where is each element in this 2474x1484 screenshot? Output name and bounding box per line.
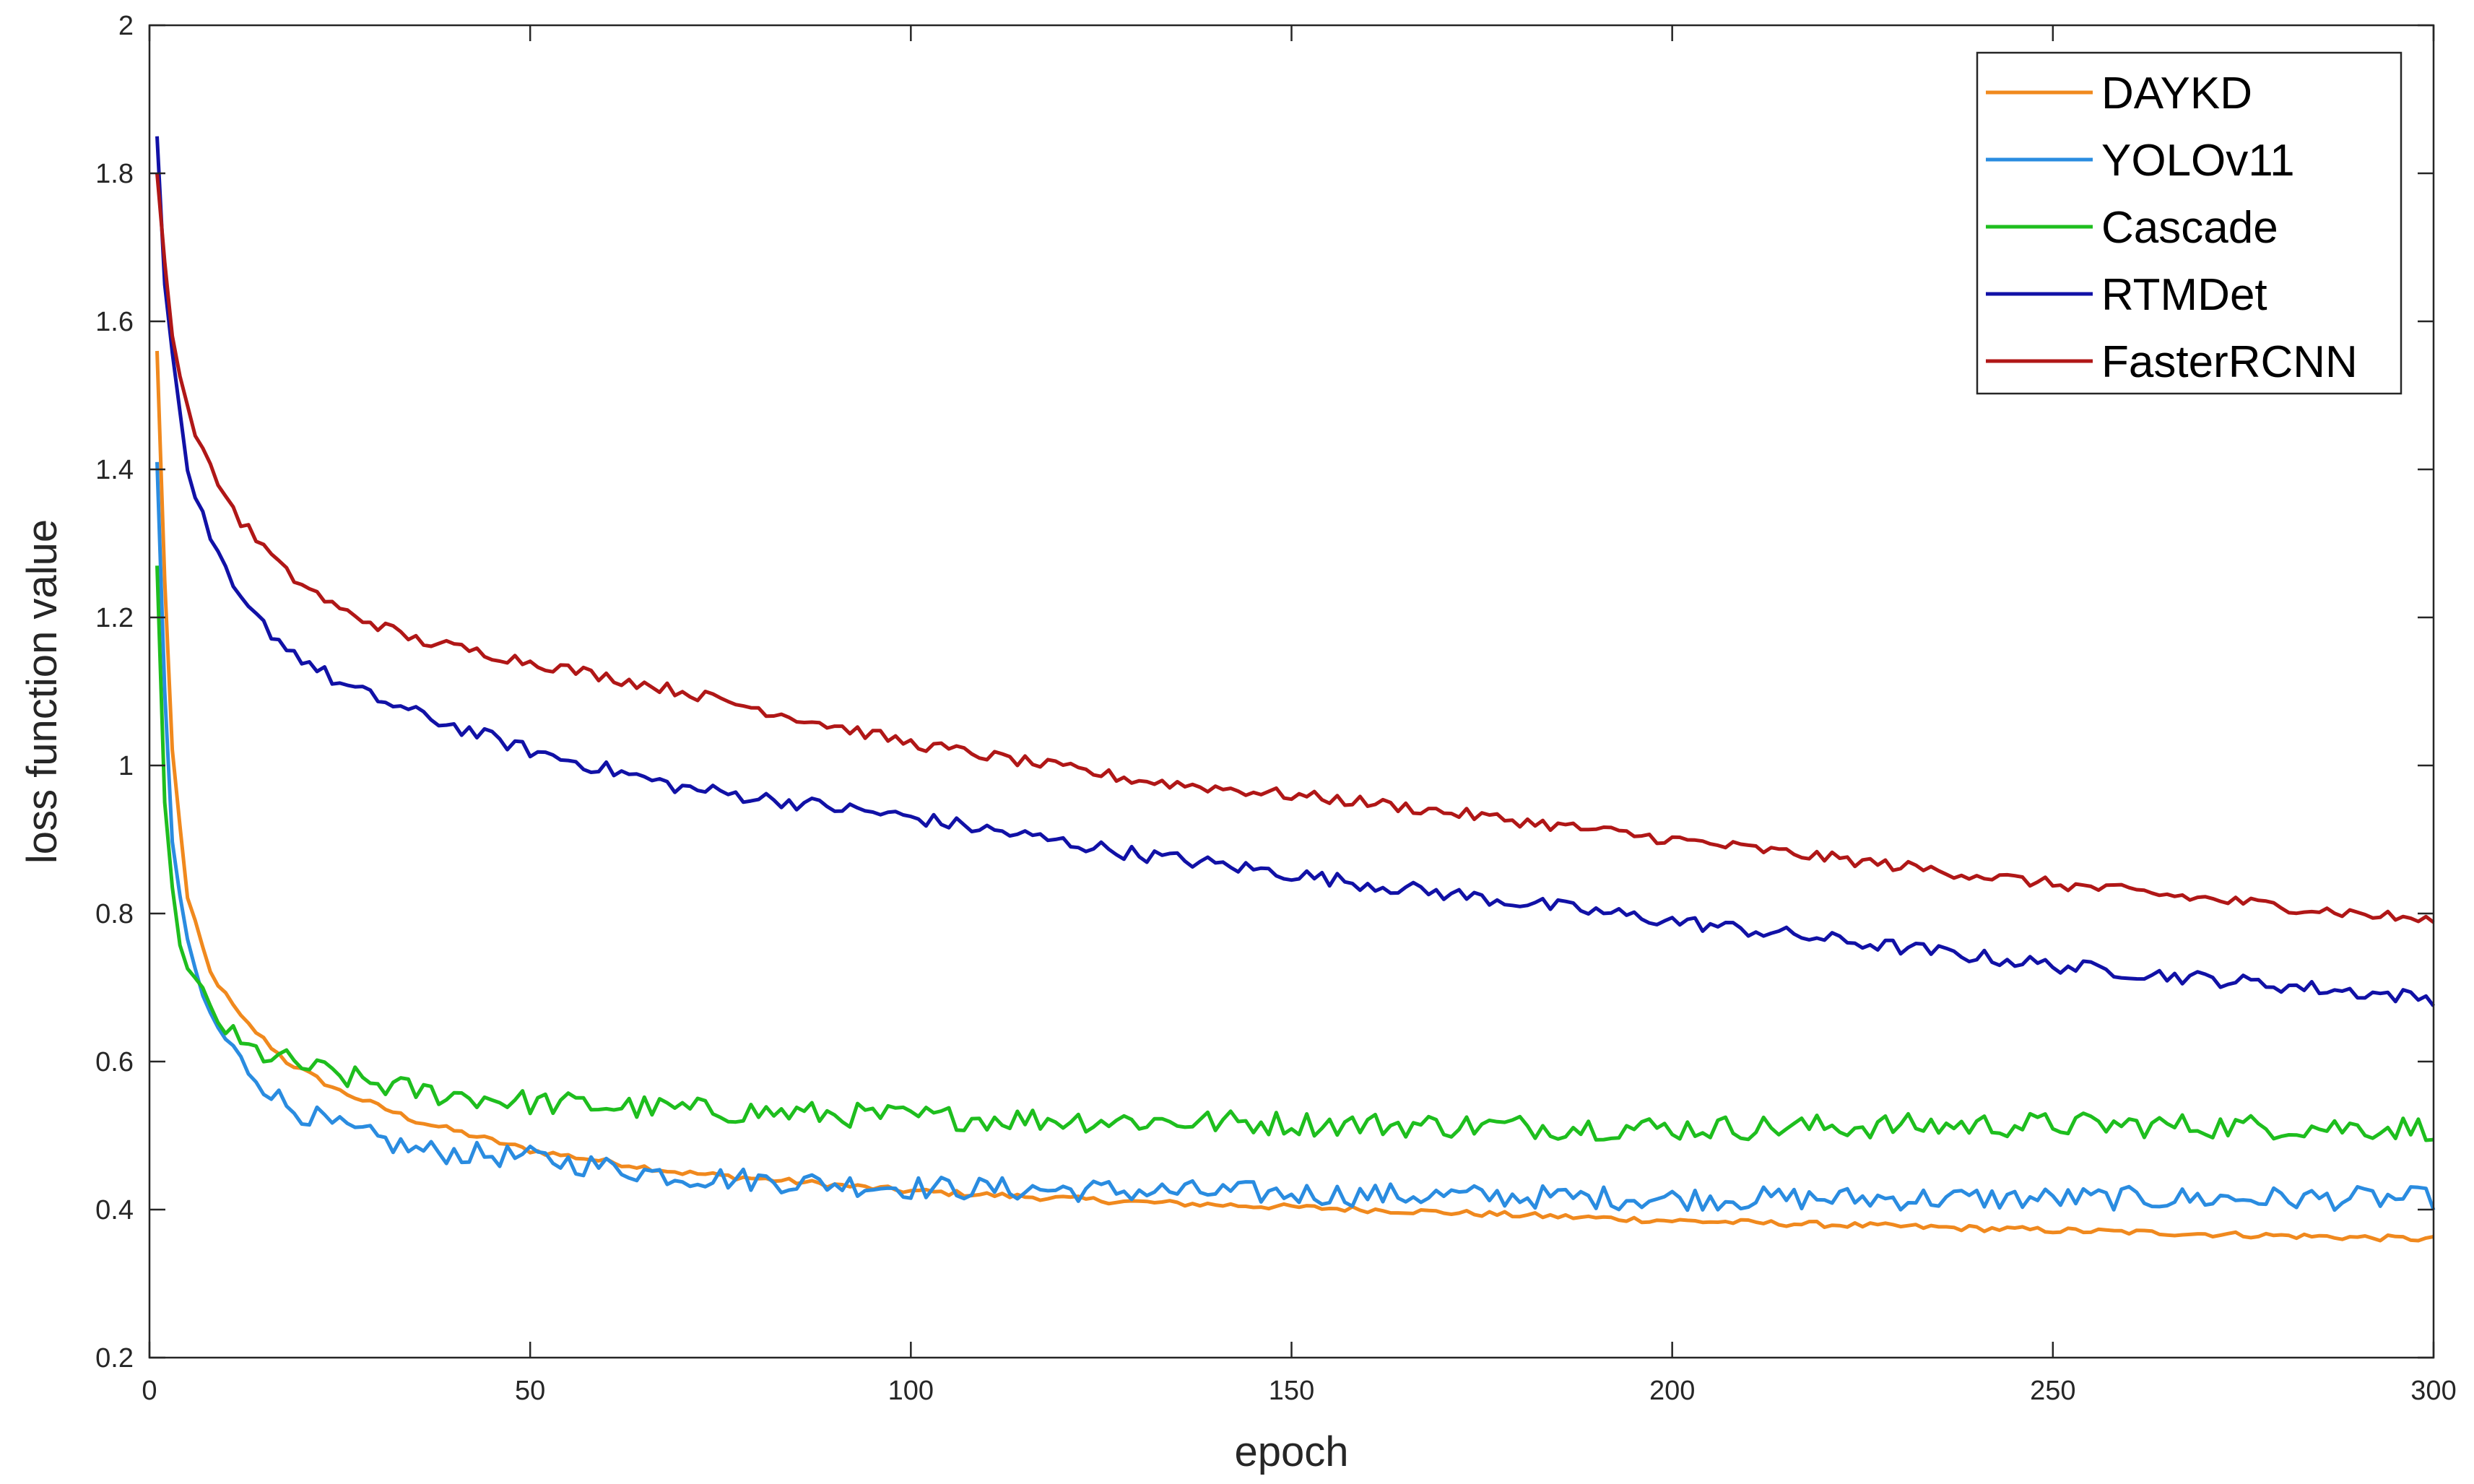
y-tick-label: 0.8 xyxy=(95,899,134,929)
y-tick-label: 0.6 xyxy=(95,1047,134,1077)
x-tick-label: 250 xyxy=(2030,1376,2075,1406)
y-tick-label: 1.8 xyxy=(95,159,134,189)
y-tick-label: 1.4 xyxy=(95,455,134,485)
y-tick-label: 0.2 xyxy=(95,1343,134,1374)
legend-items: DAYKD YOLOv11 Cascade RTMDet FasterRCNN xyxy=(1986,69,2358,387)
series-line-yolov11 xyxy=(155,461,2436,1212)
series-line-fasterrcnn xyxy=(155,173,2435,924)
y-tick-label: 0.4 xyxy=(95,1195,134,1225)
x-axis-title: epoch xyxy=(1234,1428,1348,1475)
plot-area-frame xyxy=(148,24,2435,1359)
y-axis-title: loss function value xyxy=(19,519,66,864)
series-line-cascade xyxy=(155,565,2434,1142)
legend-label: DAYKD xyxy=(2101,69,2252,118)
legend-label: YOLOv11 xyxy=(2101,136,2295,186)
legend-label: RTMDet xyxy=(2101,270,2267,320)
legend-box xyxy=(1976,51,2403,395)
x-tick-label: 300 xyxy=(2410,1376,2456,1406)
series-lines xyxy=(155,136,2436,1243)
legend: DAYKD YOLOv11 Cascade RTMDet FasterRCNN xyxy=(1976,51,2403,395)
y-tick-label: 1.6 xyxy=(95,307,134,337)
x-tick-labels: 0 50 100 150 200 250 300 xyxy=(142,1376,2456,1406)
y-tick-label: 2 xyxy=(118,11,134,41)
series-line-rtmdet xyxy=(155,136,2435,1007)
y-tick-label: 1 xyxy=(118,751,134,781)
legend-label: FasterRCNN xyxy=(2101,337,2358,387)
x-tick-label: 100 xyxy=(888,1376,934,1406)
legend-label: Cascade xyxy=(2101,203,2278,253)
x-tick-label: 150 xyxy=(1269,1376,1314,1406)
y-tick-label: 1.2 xyxy=(95,603,134,633)
x-tick-label: 0 xyxy=(142,1376,157,1406)
x-tick-label: 200 xyxy=(1649,1376,1695,1406)
y-tick-labels: 0.2 0.4 0.6 0.8 1 1.2 1.4 1.6 1.8 2 xyxy=(95,11,134,1374)
x-tick-label: 50 xyxy=(515,1376,545,1406)
